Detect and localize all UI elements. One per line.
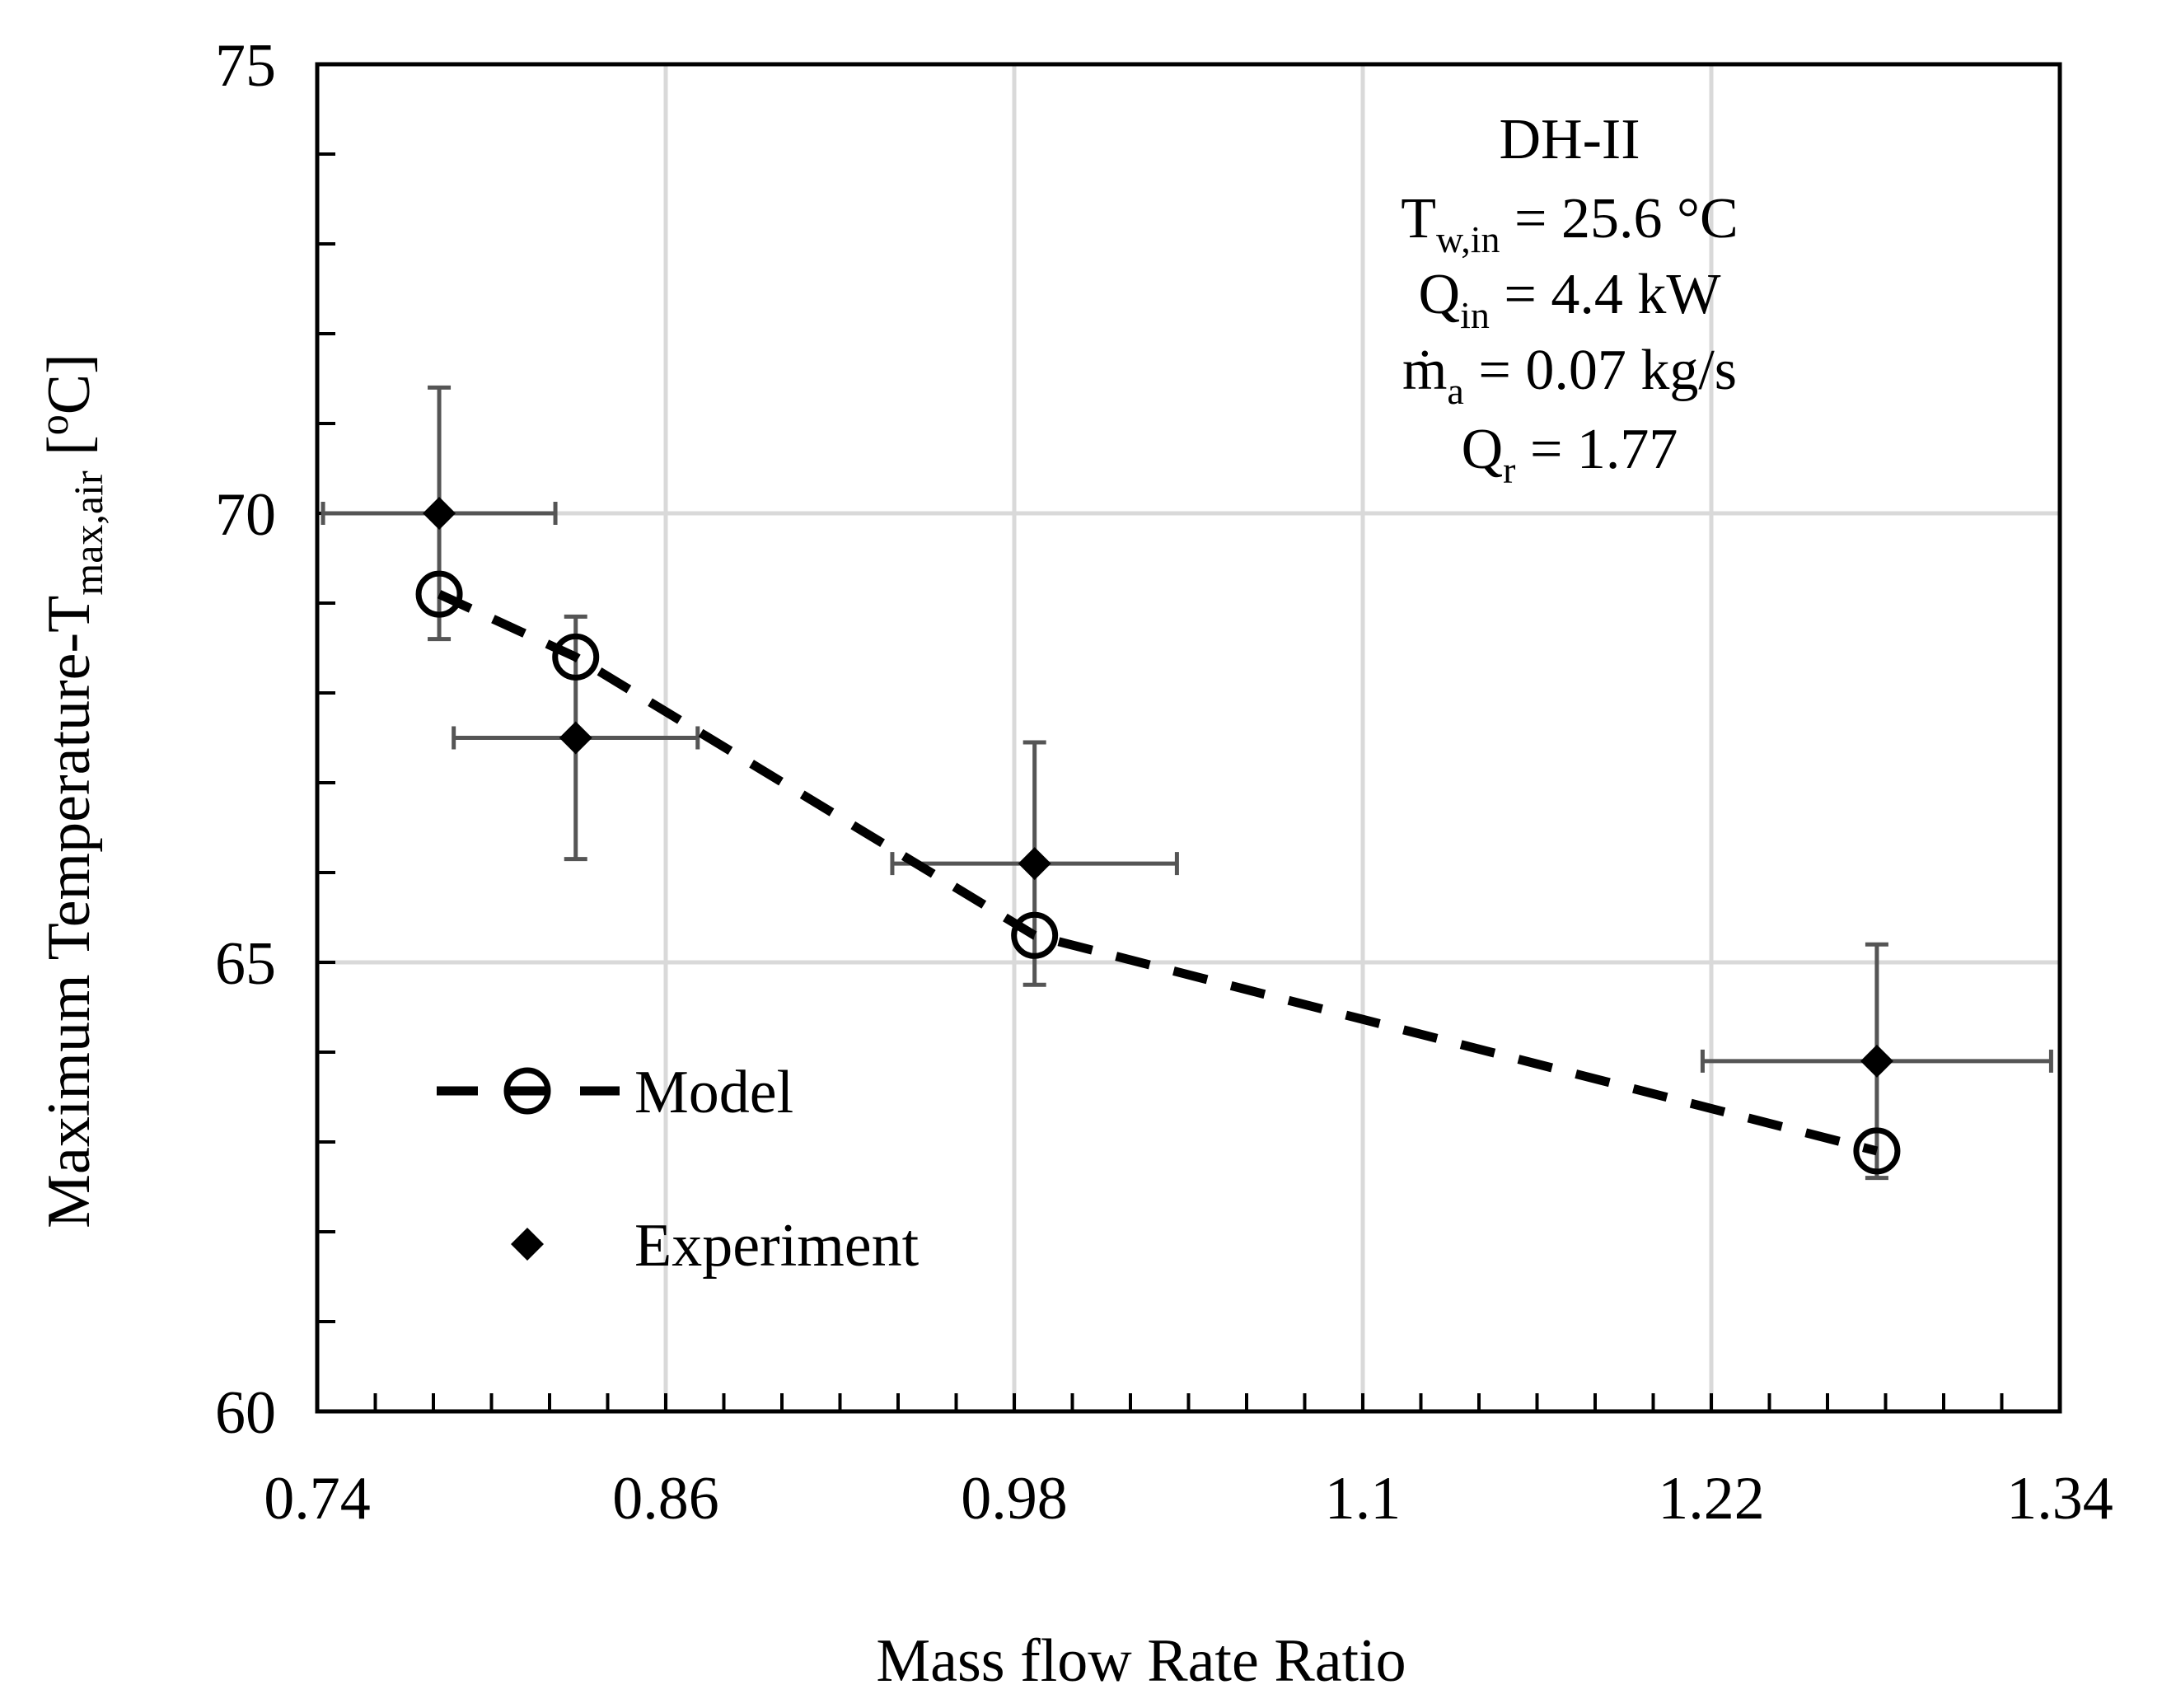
annotation-line-3: Qin = 4.4 kW: [1419, 263, 1721, 336]
y-tick-label: 65: [215, 930, 276, 998]
legend-model-label: Model: [634, 1059, 793, 1126]
model-point: [552, 633, 600, 681]
annotation-line-1: DH-II: [1499, 108, 1640, 171]
experiment-point: [1860, 1044, 1893, 1078]
x-tick-label: 0.86: [612, 1465, 719, 1533]
x-axis-title: Mass flow Rate Ratio: [876, 1627, 1406, 1695]
model-point: [1853, 1127, 1901, 1175]
y-tick-label: 70: [215, 481, 276, 549]
annotation-line-5: Qr = 1.77: [1462, 418, 1678, 491]
grid: [317, 64, 2060, 1411]
experiment-series: [423, 497, 1893, 1078]
x-tick-label: 1.1: [1325, 1465, 1402, 1533]
x-tick-label: 1.22: [1658, 1465, 1765, 1533]
y-tick-label: 60: [215, 1379, 276, 1447]
annotation-line-4: ṁa = 0.07 kg/s: [1402, 339, 1737, 412]
x-tick-label: 1.34: [2006, 1465, 2113, 1533]
model-line: [437, 590, 1879, 1156]
model-point: [415, 570, 463, 618]
model-series: [415, 570, 1901, 1175]
annotation: DH-II Tw,in = 25.6 °C Qin = 4.4 kW ṁa = …: [1401, 108, 1738, 491]
x-tick-labels: 0.74 0.86 0.98 1.1 1.22 1.34: [264, 1465, 2113, 1533]
y-axis-title: Maximum Temperature-Tmax,air [oC]: [30, 353, 111, 1228]
plot-frame: [315, 62, 2062, 1414]
experiment-point: [559, 721, 592, 755]
axes: [315, 62, 2062, 1414]
model-point: [1011, 911, 1059, 959]
y-tick-label: 75: [215, 32, 276, 100]
legend-experiment-marker: [511, 1228, 544, 1261]
legend-experiment-label: Experiment: [634, 1212, 920, 1280]
x-tick-label: 0.74: [264, 1465, 371, 1533]
annotation-line-2: Tw,in = 25.6 °C: [1401, 187, 1738, 260]
x-tick-label: 0.98: [961, 1465, 1068, 1533]
experiment-point: [423, 497, 456, 530]
legend: Model Experiment: [437, 1059, 920, 1280]
y-tick-labels: 60 65 70 75: [215, 32, 276, 1447]
experiment-point: [1018, 847, 1051, 881]
